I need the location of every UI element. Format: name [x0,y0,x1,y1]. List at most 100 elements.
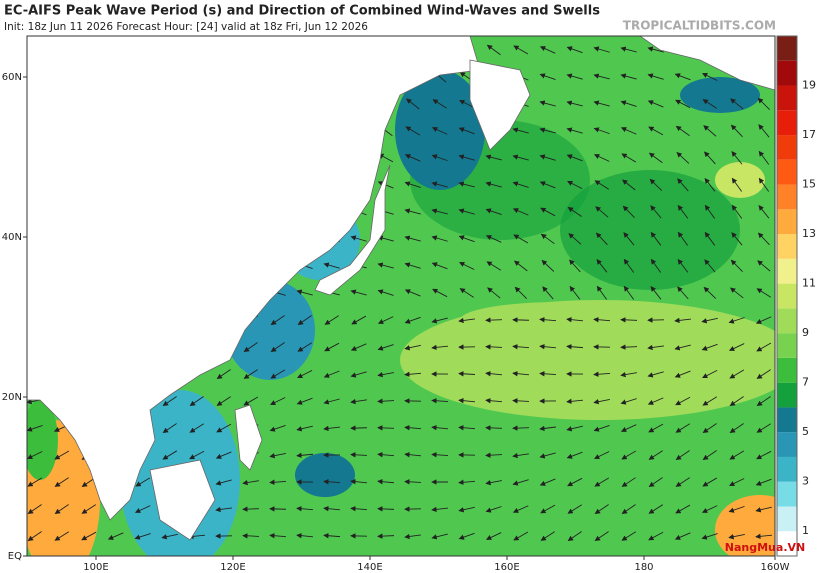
arrow [677,204,689,219]
arrow [728,505,745,513]
colorbar-label: 11 [802,277,816,290]
arrow [620,100,637,107]
arrow [569,259,581,273]
arrow [350,478,368,485]
arrow [566,316,584,323]
arrow [622,205,635,219]
colorbar-swatch [777,60,797,86]
arrow [704,177,716,192]
arrow [757,97,770,110]
arrow [512,208,529,216]
arrow [648,450,663,460]
arrow [512,370,530,377]
arrow [675,396,691,406]
arrow [539,127,556,134]
arrow [485,154,502,161]
arrow [432,288,448,298]
arrow [296,397,313,405]
arrow [593,73,610,80]
arrow [539,100,556,107]
arrow [647,73,664,80]
arrow [242,479,259,486]
colorbar-swatch [777,135,797,160]
arrow [404,235,421,242]
arrow [242,533,260,539]
arrow [162,423,177,433]
arrow [270,315,285,325]
colorbar-label: 3 [802,475,809,488]
arrow [539,478,556,486]
arrow [703,125,717,137]
arrow [620,317,638,323]
arrow [458,397,476,404]
colorbar-swatch [777,184,797,210]
arrow [324,315,339,325]
arrow [620,371,637,378]
arrow [189,423,204,433]
arrow [568,233,582,245]
arrow [728,533,745,540]
arrow [728,343,745,351]
arrow [377,533,395,539]
arrow [431,181,448,188]
arrow [594,504,609,514]
arrow [675,477,690,487]
arrow [512,479,529,486]
arrow [270,342,285,352]
arrow [540,233,555,245]
arrow [296,532,314,539]
arrow [458,425,476,431]
arrow [756,342,772,352]
arrow [729,396,744,406]
arrow [486,44,501,56]
arrow [539,371,557,377]
arrow [539,452,556,459]
arrow [81,531,97,541]
field [27,400,58,480]
arrow [404,181,421,188]
arrow [650,258,662,273]
colorbar-swatch [777,382,797,408]
arrow [675,125,690,136]
lat-label: 20N [2,392,22,403]
arrow [677,231,689,246]
arrow [323,370,340,378]
lon-label: 120E [220,562,245,573]
arrow [730,287,744,299]
arrow [701,317,718,324]
arrow [404,262,421,269]
arrow [674,344,691,351]
arrow [756,369,771,379]
arrow [243,396,259,406]
arrow [377,478,395,485]
arrow [701,343,718,351]
arrow [674,73,691,81]
arrow [513,234,529,244]
arrow [569,285,581,300]
colorbar-label: 7 [802,376,809,389]
arrow [704,204,716,219]
arrow [647,100,664,108]
arrow [350,289,367,296]
arrow [729,423,744,433]
arrow [567,206,582,217]
arrow [404,533,421,540]
arrow [54,450,70,460]
arrow [701,73,718,81]
arrow [296,506,314,512]
arrow [404,451,422,458]
arrow [377,506,395,512]
arrow [539,181,556,189]
arrow [676,151,690,164]
arrow [539,73,556,80]
arrow [513,531,529,541]
arrow [485,235,502,243]
arrow [377,235,394,242]
arrow [648,477,663,488]
arrow [431,317,448,324]
arrow [405,126,421,136]
arrow [756,450,772,460]
arrow [485,479,502,486]
arrow [512,425,530,431]
colorbar-swatch [777,85,797,111]
